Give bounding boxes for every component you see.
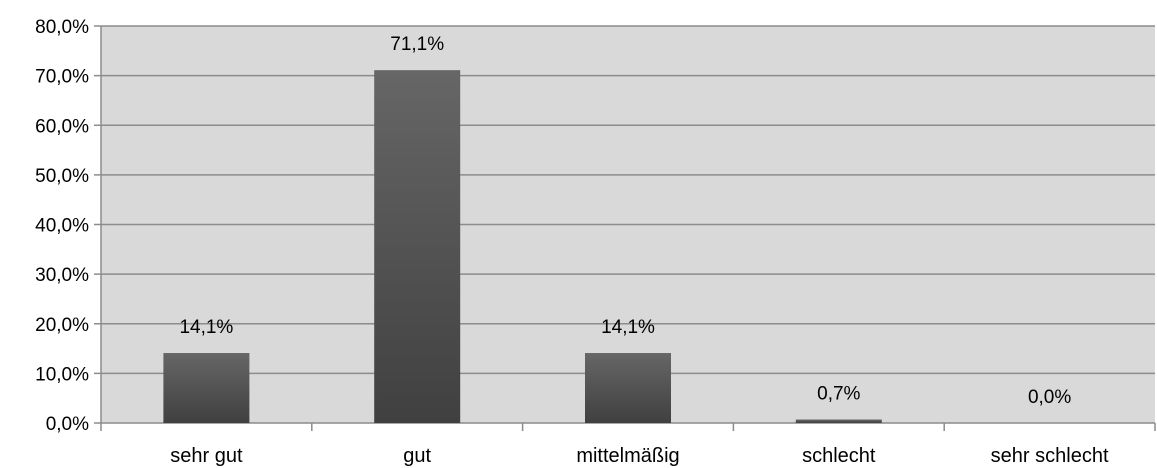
x-category-label: mittelmäßig [576, 445, 679, 467]
y-tick-label: 20,0% [35, 315, 89, 336]
x-category-label: sehr schlecht [991, 445, 1109, 467]
data-label: 71,1% [390, 34, 444, 55]
y-tick-label: 40,0% [35, 216, 89, 237]
y-tick-label: 30,0% [35, 265, 89, 286]
y-tick-label: 0,0% [46, 414, 89, 435]
bar-2 [585, 353, 671, 423]
bar-1 [374, 70, 461, 423]
data-label: 14,1% [179, 317, 233, 338]
data-label: 0,7% [817, 384, 860, 405]
labels: 0,0% 10,0% 20,0% 30,0% 40,0% 50,0% 60,0% 70,0% 8… [35, 17, 1109, 467]
y-tick-label: 70,0% [35, 67, 89, 88]
data-label: 14,1% [601, 317, 655, 338]
bar-3 [795, 419, 882, 423]
y-tick-label: 10,0% [35, 364, 89, 385]
x-category-label: gut [403, 445, 431, 467]
x-category-label: schlecht [802, 445, 876, 467]
y-tick-label: 80,0% [35, 17, 89, 38]
data-label: 0,0% [1028, 387, 1071, 408]
y-tick-label: 50,0% [35, 166, 89, 187]
gridlines [101, 25, 1155, 375]
x-category-label: sehr gut [170, 445, 243, 467]
y-tick-label: 60,0% [35, 116, 89, 137]
bar-0 [163, 353, 250, 423]
bars [163, 70, 882, 423]
